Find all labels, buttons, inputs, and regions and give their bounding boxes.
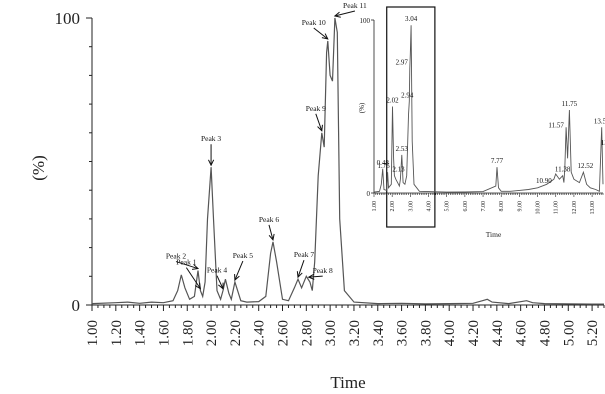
inset-peak-label: 3.04 — [405, 15, 418, 23]
annotation-arrow — [334, 10, 356, 17]
inset-peak-label: 13.5 — [601, 139, 605, 147]
x-axis-title: Time — [330, 373, 365, 392]
inset-x-tick-label: 12.00 — [572, 201, 578, 215]
annotation-arrow — [268, 224, 274, 240]
inset-peak-label: 2.94 — [401, 91, 414, 99]
inset-x-tick-label: 11.00 — [554, 201, 560, 214]
x-tick-label: 1.00 — [85, 320, 101, 346]
main-series-line — [91, 17, 604, 305]
x-tick-label: 2.00 — [204, 320, 220, 346]
annotation-arrowhead — [296, 271, 303, 279]
annotation-arrowhead — [218, 282, 224, 290]
annotation-arrowhead — [208, 159, 215, 167]
x-tick-label: 1.80 — [180, 320, 196, 346]
annotation-arrow — [185, 267, 201, 289]
inset-x-tick-label: 2.00 — [390, 201, 396, 212]
x-tick-label: 1.60 — [156, 320, 172, 346]
y-tick-label: 100 — [55, 9, 81, 28]
inset-peak-label: 11.57 — [548, 121, 564, 129]
inset-x-tick-label: 5.00 — [445, 201, 451, 212]
inset-x-tick-label: 9.00 — [517, 201, 523, 212]
inset-peak-label: 2.97 — [396, 58, 409, 66]
x-tick-label: 4.00 — [442, 320, 458, 346]
annotation-arrow — [297, 260, 305, 278]
x-tick-label: 2.60 — [276, 320, 292, 346]
main-chart: 0 100 1.00 1.20 1.40 1.60 1.80 2.00 2.20 2.40 2.60… — [29, 1, 605, 392]
inset-peak-label: 13.53 — [594, 117, 605, 125]
x-tick-label: 2.80 — [299, 320, 315, 346]
x-tick-label: 3.40 — [371, 320, 387, 346]
inset-x-tick-label: 4.00 — [427, 201, 433, 212]
inset-peak-label: 10.90 — [536, 177, 552, 185]
inset-peak-label: 2.53 — [396, 145, 409, 153]
inset-x-tick-label: 1.00 — [372, 201, 378, 212]
inset-background — [360, 14, 603, 237]
annotation-arrow — [234, 260, 244, 281]
annotation-label: Peak 11 — [343, 1, 367, 10]
x-tick-label: 4.20 — [466, 320, 482, 346]
inset-peak-label: 11.38 — [555, 166, 571, 174]
inset-x-tick-label: 3.00 — [408, 201, 414, 212]
annotation-arrow — [313, 27, 329, 40]
x-tick-label: 4.40 — [490, 320, 506, 346]
annotation-label: Peak 9 — [306, 104, 326, 113]
x-tick-label: 2.20 — [228, 320, 244, 346]
x-tick-label: 1.40 — [133, 320, 149, 346]
y-axis-title: (%) — [29, 155, 48, 180]
x-tick-label: 5.00 — [561, 320, 577, 346]
inset-x-tick-label: 8.00 — [499, 201, 505, 212]
annotation-arrowhead — [234, 274, 240, 282]
inset-x-tick-label: 10.00 — [536, 201, 542, 215]
annotation-label: Peak 10 — [302, 18, 326, 27]
annotation-label: Peak 6 — [259, 215, 279, 224]
annotation-label: Peak 4 — [207, 266, 227, 275]
annotation-label: Peak 8 — [313, 266, 333, 275]
annotation-label: Peak 2 — [166, 252, 186, 261]
annotation-arrowhead — [333, 11, 341, 18]
inset-peak-label: 1.75 — [378, 162, 391, 170]
x-tick-label: 3.00 — [323, 320, 339, 346]
annotation-arrow — [175, 261, 199, 270]
annotation-arrowhead — [268, 233, 275, 241]
inset-series-line — [373, 25, 604, 193]
inset-y-axis-title: (%) — [358, 102, 366, 113]
annotation-arrow — [216, 275, 224, 289]
inset-peak-label: 2.02 — [386, 97, 399, 105]
x-tick-label: 3.60 — [395, 320, 411, 346]
inset-chart: 0 100 (%) 1.00 2.00 3.00 4.00 5.00 6.00 7.00 8.00 9… — [358, 6, 605, 239]
annotation-label: Peak 3 — [201, 134, 221, 143]
annotation-arrow — [315, 113, 323, 131]
x-tick-label: 4.80 — [537, 320, 553, 346]
inset-peak-label: 2.13 — [392, 166, 405, 174]
inset-x-axis-title: Time — [486, 230, 502, 239]
inset-x-tick-label: 7.00 — [481, 201, 487, 212]
annotation-arrowhead — [307, 273, 315, 280]
inset-y-tick-label: 0 — [367, 190, 371, 198]
x-tick-label: 5.20 — [585, 320, 601, 346]
inset-zoom-box — [386, 6, 436, 228]
inset-x-tick-label: 6.00 — [463, 201, 469, 212]
annotation-label: Peak 5 — [233, 251, 253, 260]
inset-y-tick-label: 100 — [360, 17, 371, 25]
annotation-arrow — [308, 275, 323, 278]
annotation-label: Peak 7 — [294, 250, 314, 259]
annotation-arrowhead — [321, 33, 329, 40]
x-tick-label: 1.20 — [109, 320, 125, 346]
annotation-arrowhead — [194, 282, 201, 290]
x-tick-label: 2.40 — [252, 320, 268, 346]
x-tick-label: 3.20 — [347, 320, 363, 346]
annotation-label: Peak 1 — [176, 258, 196, 267]
annotation-arrowhead — [191, 264, 200, 270]
annotation-arrowhead — [317, 124, 323, 132]
inset-x-tick-label: 13.00 — [590, 201, 596, 215]
inset-peak-label: 11.75 — [562, 100, 578, 108]
inset-peak-label: 0.48 — [377, 159, 390, 167]
x-tick-label: 3.80 — [418, 320, 434, 346]
y-tick-label: 0 — [72, 296, 81, 315]
inset-peak-label: 12.52 — [577, 162, 593, 170]
inset-peak-label: 7.77 — [491, 157, 504, 165]
x-tick-label: 4.60 — [514, 320, 530, 346]
